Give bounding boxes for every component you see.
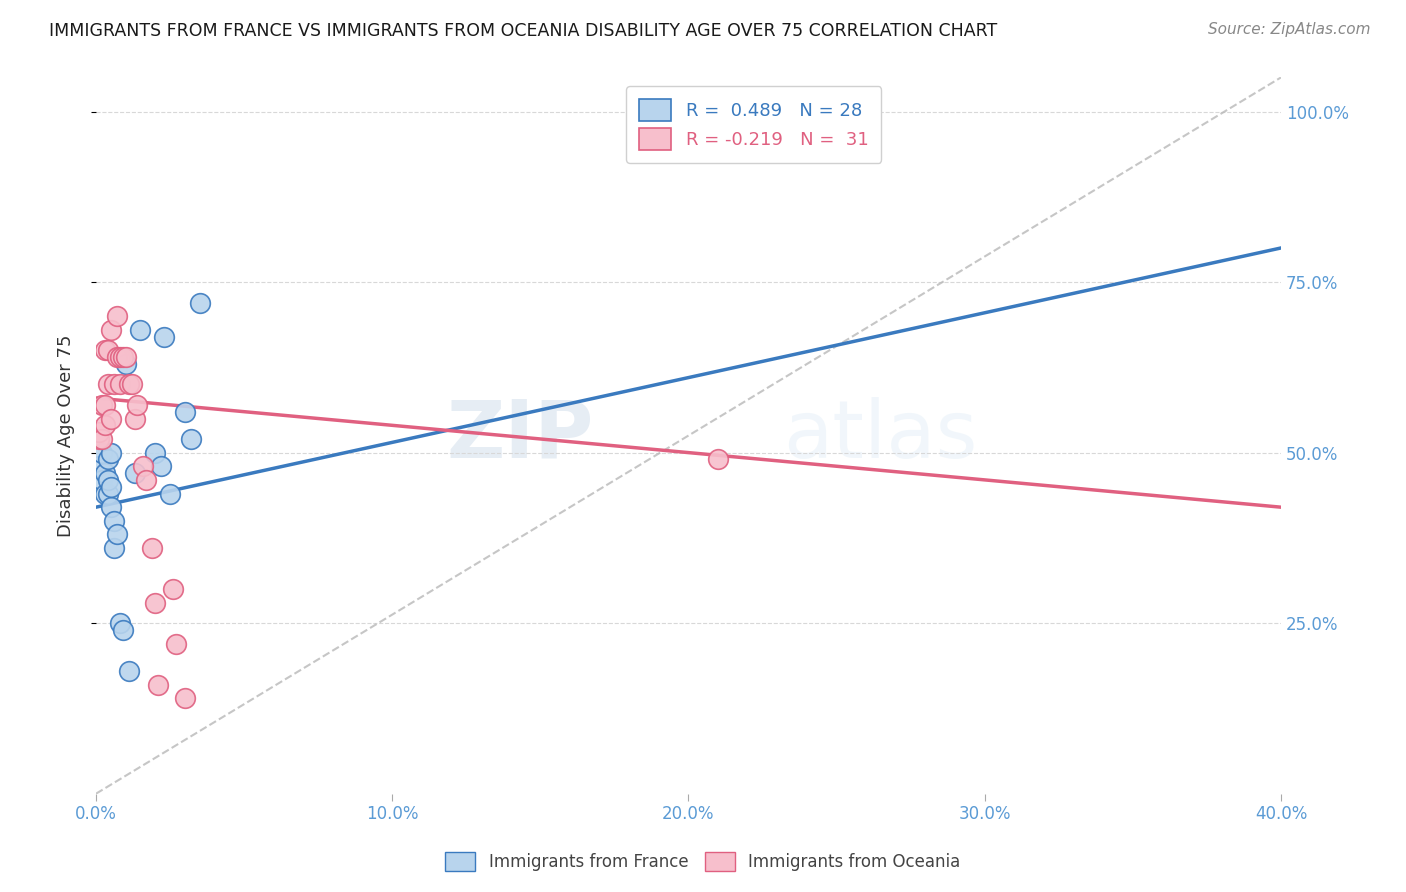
Point: [162, 582, 184, 596]
Point: [108, 616, 131, 631]
Point: [165, 637, 187, 651]
Text: IMMIGRANTS FROM FRANCE VS IMMIGRANTS FROM OCEANIA DISABILITY AGE OVER 75 CORRELA: IMMIGRANTS FROM FRANCE VS IMMIGRANTS FRO…: [49, 22, 997, 40]
Point: [180, 432, 202, 446]
Point: [97, 473, 120, 487]
Point: [97, 377, 120, 392]
Point: [91, 432, 114, 446]
Point: [94, 418, 117, 433]
Point: [117, 377, 139, 392]
Point: [707, 132, 730, 146]
Point: [124, 466, 146, 480]
Point: [100, 445, 122, 459]
Point: [97, 343, 120, 358]
Point: [124, 411, 146, 425]
Point: [148, 677, 170, 691]
Point: [143, 445, 166, 459]
Y-axis label: Disability Age Over 75: Disability Age Over 75: [58, 334, 75, 537]
Point: [188, 295, 211, 310]
Point: [100, 411, 122, 425]
Point: [141, 541, 163, 555]
Point: [173, 405, 195, 419]
Point: [91, 473, 114, 487]
Point: [91, 445, 114, 459]
Point: [87, 425, 110, 439]
Point: [87, 432, 110, 446]
Point: [105, 309, 128, 323]
Point: [108, 377, 131, 392]
Text: atlas: atlas: [783, 397, 977, 475]
Point: [100, 323, 122, 337]
Point: [94, 398, 117, 412]
Point: [87, 459, 110, 474]
Point: [94, 486, 117, 500]
Point: [150, 459, 173, 474]
Point: [111, 350, 134, 364]
Point: [114, 357, 136, 371]
Point: [91, 398, 114, 412]
Point: [159, 486, 181, 500]
Point: [173, 691, 195, 706]
Text: Source: ZipAtlas.com: Source: ZipAtlas.com: [1208, 22, 1371, 37]
Point: [117, 664, 139, 678]
Point: [97, 452, 120, 467]
Point: [707, 452, 730, 467]
Point: [97, 486, 120, 500]
Point: [132, 459, 155, 474]
Point: [127, 398, 149, 412]
Point: [100, 500, 122, 515]
Point: [94, 466, 117, 480]
Point: [108, 350, 131, 364]
Point: [153, 329, 176, 343]
Point: [129, 323, 152, 337]
Text: ZIP: ZIP: [447, 397, 593, 475]
Point: [100, 480, 122, 494]
Point: [94, 343, 117, 358]
Legend: Immigrants from France, Immigrants from Oceania: Immigrants from France, Immigrants from …: [437, 843, 969, 880]
Point: [105, 350, 128, 364]
Point: [105, 527, 128, 541]
Legend: R =  0.489   N = 28, R = -0.219   N =  31: R = 0.489 N = 28, R = -0.219 N = 31: [626, 87, 882, 163]
Point: [103, 541, 125, 555]
Point: [111, 623, 134, 637]
Point: [121, 377, 143, 392]
Point: [103, 377, 125, 392]
Point: [135, 473, 157, 487]
Point: [103, 514, 125, 528]
Point: [143, 596, 166, 610]
Point: [114, 350, 136, 364]
